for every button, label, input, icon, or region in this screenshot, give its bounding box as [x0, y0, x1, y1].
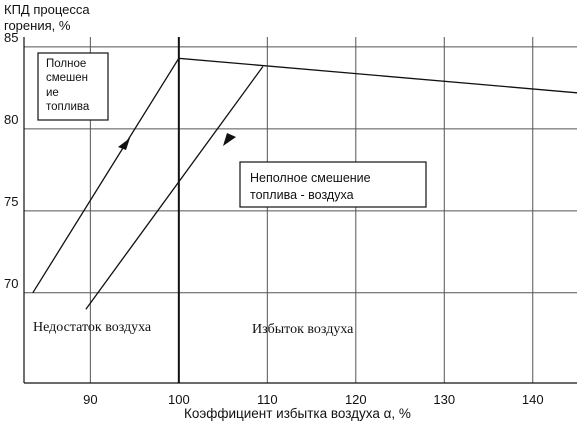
- series-line: [85, 66, 264, 310]
- legend-box-frame: [239, 161, 427, 208]
- y-axis-label: КПД процесса горения, %: [4, 2, 93, 33]
- legend-line: Полное: [46, 58, 86, 70]
- legend-line: топлива: [46, 101, 90, 113]
- y-tick-label: 75: [4, 194, 18, 209]
- legend-box-frame: [37, 52, 109, 121]
- x-tick-label: 140: [522, 392, 544, 407]
- series-layer: [32, 57, 578, 310]
- legend-box-text: Неполное смешение топлива - воздуха: [250, 171, 374, 202]
- x-tick-label: 110: [257, 392, 278, 407]
- arrowhead-partial-mixing: [223, 133, 236, 146]
- x-tick-label: 90: [83, 392, 97, 407]
- y-tick-label: 85: [4, 30, 18, 45]
- y-tick-label: 80: [4, 112, 18, 127]
- legend-box-text: Полное смешен ие топлива: [46, 58, 91, 113]
- x-axis-label: Коэффициент избытка воздуха α, %: [184, 406, 411, 421]
- x-tick-label: 130: [433, 392, 455, 407]
- legend-line: ие: [46, 87, 59, 99]
- x-tick-label: 120: [345, 392, 367, 407]
- y-axis-label-line: горения, %: [4, 18, 71, 33]
- y-axis-label-line: КПД процесса: [4, 2, 90, 17]
- y-tick-label: 70: [4, 276, 18, 291]
- annotation-air-deficit: Недостаток воздуха: [33, 320, 152, 335]
- tick-labels: 90 100 110 120 130 140 70 75 80 85: [4, 30, 544, 407]
- series-line: [32, 57, 578, 294]
- arrowhead-full-mixing: [118, 138, 130, 150]
- legend-line: топлива - воздуха: [250, 188, 354, 202]
- legend-box-partial-mixing: Неполное смешение топлива - воздуха: [239, 161, 427, 208]
- legend-line: Неполное смешение: [250, 171, 371, 185]
- legend-box-full-mixing: Полное смешен ие топлива: [37, 52, 109, 121]
- legend-line: смешен: [46, 72, 88, 84]
- annotation-air-excess: Избыток воздуха: [252, 322, 354, 337]
- x-tick-label: 100: [168, 392, 190, 407]
